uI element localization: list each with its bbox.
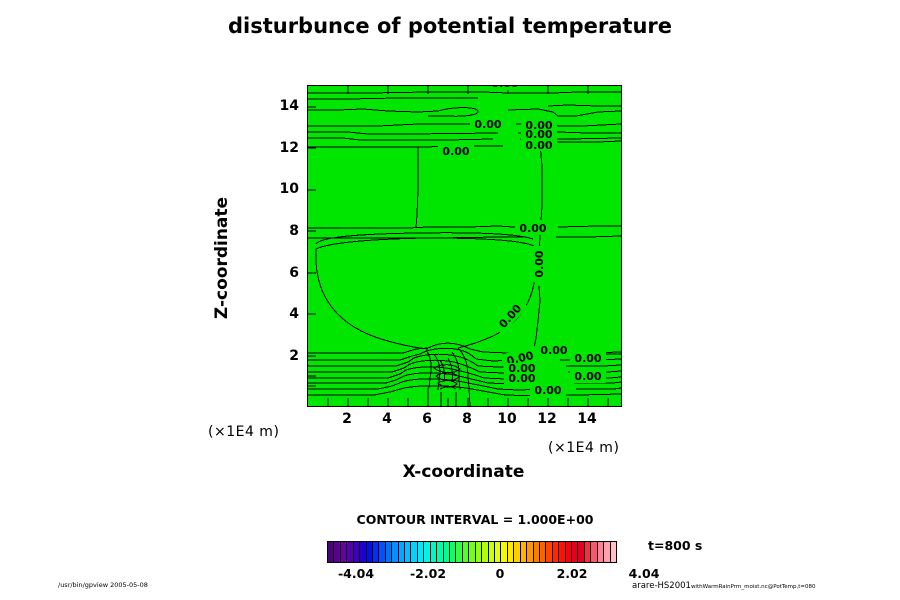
y-tick-4: 4 [289, 306, 299, 322]
colorbar-band-23 [475, 542, 483, 562]
colorbar-band-35 [552, 542, 560, 562]
colorbar-band-21 [462, 542, 470, 562]
y-tick-12: 12 [279, 140, 299, 156]
footer-dataset-path: withWarmRainPrm_moist.nc@PotTemp,t=080 [690, 584, 816, 590]
colorbar-band-15 [424, 542, 431, 562]
x-tick-6: 6 [422, 411, 432, 427]
colorbar-band-37 [565, 542, 573, 562]
colorbar-band-40 [584, 542, 592, 562]
colorbar-band-30 [520, 542, 528, 562]
colorbar-band-39 [578, 542, 585, 562]
colorbar-band-43 [604, 542, 611, 562]
colorbar-band-26 [494, 542, 502, 562]
colorbar-tick-3: 2.02 [556, 566, 588, 581]
colorbar-band-8 [379, 542, 386, 562]
svg-text:0.00: 0.00 [534, 384, 561, 397]
figure-title: disturbunce of potential temperature [227, 14, 673, 38]
colorbar-band-42 [597, 542, 605, 562]
colorbar-band-14 [417, 542, 425, 562]
x-tick-2: 2 [342, 411, 352, 427]
colorbar-band-18 [443, 542, 451, 562]
y-tick-14: 14 [279, 98, 299, 114]
colorbar-band-36 [559, 542, 566, 562]
colorbar-band-41 [591, 542, 598, 562]
colorbar-band-13 [411, 542, 418, 562]
colorbar-band-38 [572, 542, 579, 562]
x-axis-label: X-coordinate [402, 462, 525, 482]
y-tick-10: 10 [279, 181, 299, 197]
x-axis-unit: (×1E4 m) [548, 440, 620, 456]
x-tick-10: 10 [497, 411, 517, 427]
svg-text:0.00: 0.00 [574, 352, 601, 365]
y-axis-unit: (×1E4 m) [208, 424, 280, 440]
colorbar-band-28 [507, 542, 515, 562]
colorbar-title: CONTOUR INTERVAL = 1.000E+00 [356, 512, 594, 527]
colorbar-band-20 [456, 542, 463, 562]
colorbar [327, 541, 617, 563]
colorbar-band-19 [450, 542, 457, 562]
colorbar-band-44 [610, 542, 616, 562]
colorbar-tick-4: 4.04 [628, 566, 660, 581]
colorbar-tick-0: -4.04 [337, 566, 375, 581]
colorbar-tick-2: 0 [495, 566, 505, 581]
colorbar-band-11 [398, 542, 406, 562]
svg-text:0.00: 0.00 [525, 119, 552, 132]
colorbar-band-7 [372, 542, 380, 562]
x-tick-4: 4 [382, 411, 392, 427]
colorbar-band-0 [328, 542, 335, 562]
svg-text:0.00: 0.00 [508, 372, 535, 385]
colorbar-band-22 [469, 542, 476, 562]
colorbar-band-16 [430, 542, 438, 562]
footer-dataset-name: arare-HS2001 [632, 581, 691, 591]
y-tick-6: 6 [289, 265, 299, 281]
colorbar-band-27 [501, 542, 508, 562]
contour-plot-area: 0.00 0.00 0.00 0.00 0.00 [307, 85, 622, 407]
footer-dataset: arare-HS2001withWarmRainPrm_moist.nc@Pot… [632, 581, 816, 591]
colorbar-band-34 [546, 542, 553, 562]
colorbar-band-31 [527, 542, 534, 562]
colorbar-band-24 [482, 542, 489, 562]
x-axis-ticks: 2 4 6 8 10 12 14 [307, 412, 620, 434]
x-tick-14: 14 [577, 411, 597, 427]
y-axis-label: Z-coordinate [212, 196, 232, 320]
svg-text:0.00: 0.00 [519, 222, 546, 235]
y-tick-2: 2 [289, 348, 299, 364]
colorbar-ticks: -4.04 -2.02 0 2.02 4.04 [327, 566, 659, 586]
contour-lines-layer: 0.00 0.00 0.00 0.00 0.00 [308, 86, 621, 406]
svg-text:0.00: 0.00 [474, 118, 501, 131]
colorbar-band-12 [405, 542, 412, 562]
colorbar-band-5 [360, 542, 367, 562]
colorbar-band-29 [514, 542, 521, 562]
svg-text:0.00: 0.00 [525, 139, 552, 152]
colorbar-band-6 [366, 542, 373, 562]
svg-text:0.00: 0.00 [491, 86, 518, 90]
x-tick-12: 12 [537, 411, 557, 427]
colorbar-band-4 [353, 542, 361, 562]
svg-text:0.00: 0.00 [508, 362, 535, 375]
colorbar-band-10 [392, 542, 399, 562]
footer-command: /usr/bin/gpview 2005-05-08 [58, 581, 148, 589]
svg-text:0.00: 0.00 [442, 145, 469, 158]
colorbar-band-2 [340, 542, 348, 562]
colorbar-band-32 [533, 542, 540, 562]
colorbar-band-9 [385, 542, 393, 562]
colorbar-band-3 [347, 542, 354, 562]
time-annotation: t=800 s [648, 538, 703, 553]
svg-text:0.00: 0.00 [533, 250, 546, 277]
svg-text:0.00: 0.00 [574, 370, 601, 383]
svg-text:0.00: 0.00 [540, 344, 567, 357]
y-tick-8: 8 [289, 223, 299, 239]
colorbar-band-17 [437, 542, 444, 562]
svg-text:0.00: 0.00 [525, 128, 552, 141]
colorbar-tick-1: -2.02 [409, 566, 447, 581]
colorbar-band-25 [488, 542, 495, 562]
contour-label-group: 0.00 0.00 0.00 0.00 0.00 [438, 86, 606, 397]
colorbar-band-33 [539, 542, 547, 562]
x-tick-8: 8 [462, 411, 472, 427]
colorbar-band-1 [334, 542, 341, 562]
y-axis-ticks: 14 12 10 8 6 4 2 [243, 85, 299, 405]
